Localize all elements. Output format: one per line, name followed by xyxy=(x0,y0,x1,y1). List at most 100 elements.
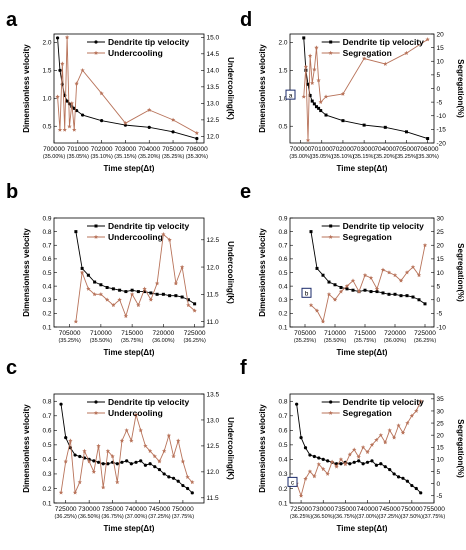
data-point-s1-2 xyxy=(60,61,65,66)
y-tick-label: 0.1 xyxy=(42,500,51,507)
x-tick-sublabel: (35.00%) xyxy=(43,154,65,160)
data-point-s0-11 xyxy=(362,123,366,127)
data-point-s1-19 xyxy=(147,448,153,453)
y-tick-label: 0.2 xyxy=(42,486,51,493)
x-tick-sublabel: (36.50%) xyxy=(78,514,100,520)
y2-tick-label: 0 xyxy=(437,86,441,93)
y-tick-label: 0.2 xyxy=(278,311,287,318)
data-point-s1-1 xyxy=(298,493,304,498)
x-tick-sublabel: (35.00%) xyxy=(289,154,311,160)
data-point-s0-18 xyxy=(417,298,421,302)
x-tick-sublabel: (37.75%) xyxy=(423,514,445,520)
data-point-s1-7 xyxy=(91,469,97,474)
data-point-s0-24 xyxy=(171,476,176,480)
data-point-s0-0 xyxy=(74,230,78,234)
data-point-s1-9 xyxy=(362,272,368,278)
data-point-s1-18 xyxy=(143,443,148,448)
x-tick-label: 700000 xyxy=(43,146,65,153)
data-point-s1-10 xyxy=(340,91,346,96)
data-point-s1-28 xyxy=(190,479,195,485)
x-tick-label: 700000 xyxy=(290,146,312,153)
y2-tick-label: 11.0 xyxy=(207,319,220,326)
legend-swatch-marker xyxy=(329,40,333,44)
x-tick-sublabel: (37.75%) xyxy=(172,514,194,520)
y-tick-label: 0.8 xyxy=(42,399,51,406)
data-point-s0-10 xyxy=(339,462,343,466)
panel-letter: d xyxy=(240,9,252,31)
x-tick-sublabel: (35.30%) xyxy=(416,154,438,160)
data-point-s0-9 xyxy=(101,462,105,466)
legend-entry-0: Dendrite tip velocity xyxy=(343,221,425,231)
y-tick-label: 0.8 xyxy=(42,229,51,236)
data-point-s0-14 xyxy=(357,459,361,463)
x-tick-label: 706000 xyxy=(417,146,439,153)
y2-tick-label: 35 xyxy=(437,396,445,403)
y-tick-label: 0.2 xyxy=(42,311,51,318)
y2-tick-label: -20 xyxy=(437,140,447,147)
data-point-s0-17 xyxy=(411,295,415,299)
legend-swatch-marker xyxy=(94,400,98,404)
x-tick-label: 725000 xyxy=(290,506,312,513)
data-point-s1-12 xyxy=(147,107,152,112)
legend-entry-1: Segregation xyxy=(343,48,392,58)
legend-swatch-marker xyxy=(329,400,333,404)
y2-tick-label: 13.5 xyxy=(207,84,220,91)
y2-tick-label: 5 xyxy=(437,469,441,476)
data-point-s0-25 xyxy=(176,479,180,483)
x-tick-sublabel: (35.20%) xyxy=(374,154,396,160)
x-tick-label: 720000 xyxy=(384,330,406,337)
legend-entry-1: Undercooling xyxy=(108,232,163,242)
x-tick-sublabel: (36.25%) xyxy=(290,514,312,520)
data-point-s1-18 xyxy=(374,437,379,442)
data-point-s0-15 xyxy=(129,462,133,466)
x-tick-label: 701000 xyxy=(311,146,333,153)
y2-tick-label: 0 xyxy=(437,297,441,304)
y2-tick-label: 12.0 xyxy=(207,134,220,141)
data-point-s1-0 xyxy=(301,94,306,99)
data-point-s1-5 xyxy=(316,461,321,467)
data-point-s0-9 xyxy=(130,288,134,292)
y-tick-label: 1.0 xyxy=(278,96,287,103)
data-point-s1-15 xyxy=(360,444,366,450)
data-point-s0-4 xyxy=(312,454,316,459)
data-point-s0-14 xyxy=(393,292,397,296)
legend-entry-0: Dendrite tip velocity xyxy=(108,37,190,47)
data-point-s0-16 xyxy=(134,460,138,464)
data-point-s0-4 xyxy=(99,283,103,287)
y-tick-label: 0.1 xyxy=(278,324,287,331)
data-point-s0-13 xyxy=(155,292,159,296)
y-tick-label: 0.5 xyxy=(278,124,287,131)
data-point-s0-15 xyxy=(168,294,172,298)
x-tick-label: 740000 xyxy=(125,506,147,513)
x-tick-sublabel: (35.05%) xyxy=(67,154,89,160)
x-tick-sublabel: (35.10%) xyxy=(90,154,112,160)
y-tick-label: 0.3 xyxy=(42,297,51,304)
data-point-s1-1 xyxy=(57,127,63,132)
y-tick-label: 0.2 xyxy=(278,486,287,493)
data-point-s1-6 xyxy=(69,101,75,106)
y2-tick-label: 5 xyxy=(437,283,441,290)
data-point-s1-14 xyxy=(425,37,430,42)
data-point-s0-12 xyxy=(383,125,387,129)
data-point-s0-10 xyxy=(106,462,110,466)
chart-panel-c: c 725000(36.25%)730000(36.50%)735000(36.7… xyxy=(6,357,235,533)
plot-frame xyxy=(289,393,435,504)
y2-tick-label: 14.0 xyxy=(207,68,220,75)
data-point-s1-4 xyxy=(98,292,104,297)
y-tick-label: 0.5 xyxy=(278,270,287,277)
data-point-s1-4 xyxy=(332,297,338,302)
y-tick-label: 2.0 xyxy=(42,40,51,47)
y-tick-label: 0.4 xyxy=(278,283,287,290)
y2-tick-label: 12.5 xyxy=(207,117,220,124)
data-point-s0-15 xyxy=(399,294,403,298)
x-tick-sublabel: (35.20%) xyxy=(138,154,160,160)
data-point-s1-11 xyxy=(142,286,147,291)
y-axis-label: Dimensionless velocity xyxy=(258,404,267,493)
data-point-s0-7 xyxy=(118,288,122,292)
legend-entry-1: Segregation xyxy=(343,408,392,418)
x-tick-label: 702000 xyxy=(332,146,354,153)
y2-tick-label: 15 xyxy=(437,256,445,263)
y2-axis-label: Segregation(%) xyxy=(456,59,465,118)
y-tick-label: 0.6 xyxy=(42,256,51,263)
data-point-s1-11 xyxy=(110,453,115,459)
